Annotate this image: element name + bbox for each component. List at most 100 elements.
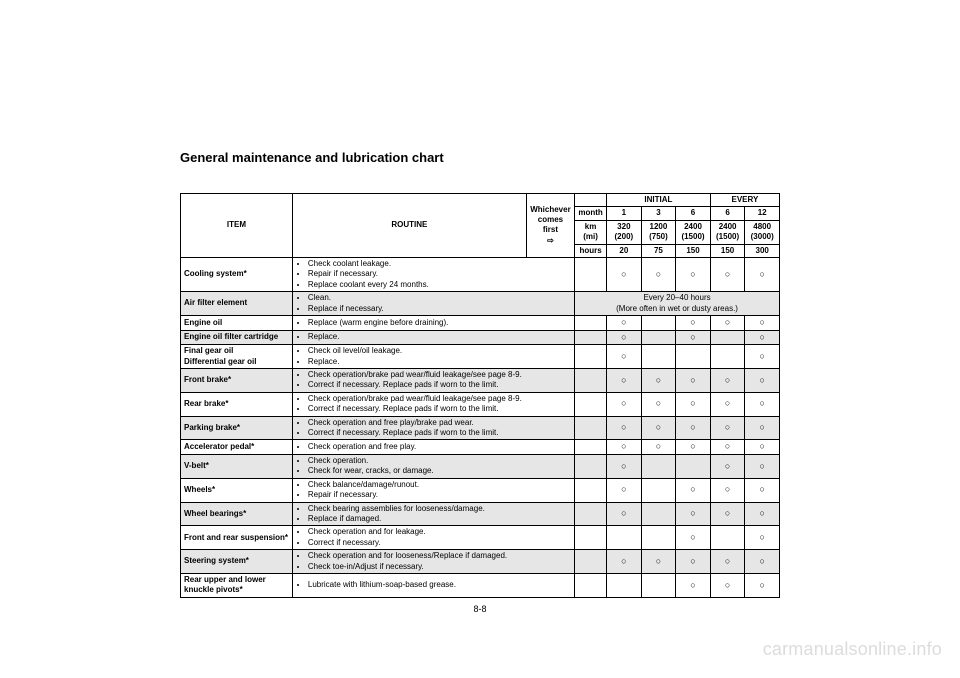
routine-item: Check toe-in/Adjust if necessary. [308, 562, 571, 572]
row-item: Rear brake* [181, 392, 293, 416]
mark-cell: ○ [676, 440, 711, 455]
mark-cell [641, 330, 676, 345]
row-routine: Check operation and free play. [292, 440, 574, 455]
row-item: Front brake* [181, 369, 293, 393]
mark-cell: ○ [745, 574, 780, 598]
mark-cell: ○ [676, 550, 711, 574]
mark-cell: ○ [710, 574, 745, 598]
mark-cell: ○ [641, 550, 676, 574]
header-spacer [575, 194, 607, 207]
row-blank [575, 478, 607, 502]
mark-cell: ○ [710, 392, 745, 416]
row-special-note: Every 20–40 hours (More often in wet or … [575, 292, 780, 316]
mark-cell [710, 526, 745, 550]
mark-cell: ○ [607, 440, 642, 455]
mark-cell: ○ [641, 416, 676, 440]
table-row: Steering system*Check operation and for … [181, 550, 780, 574]
routine-item: Check operation/brake pad wear/fluid lea… [308, 370, 571, 380]
routine-item: Check balance/damage/runout. [308, 480, 571, 490]
row-routine: Check operation/brake pad wear/fluid lea… [292, 392, 574, 416]
mark-cell: ○ [745, 416, 780, 440]
row-routine: Check balance/damage/runout.Repair if ne… [292, 478, 574, 502]
row-item: Parking brake* [181, 416, 293, 440]
row-routine: Check operation/brake pad wear/fluid lea… [292, 369, 574, 393]
mark-cell [641, 526, 676, 550]
row-blank [575, 550, 607, 574]
month-6b: 6 [710, 207, 745, 220]
mark-cell: ○ [607, 550, 642, 574]
mark-cell: ○ [745, 315, 780, 330]
row-item: Rear upper and lower knuckle pivots* [181, 574, 293, 598]
table-row: V-belt*Check operation.Check for wear, c… [181, 455, 780, 479]
routine-item: Correct if necessary. Replace pads if wo… [308, 428, 571, 438]
routine-item: Check operation and free play/brake pad … [308, 418, 571, 428]
month-1: 1 [607, 207, 642, 220]
mark-cell [641, 315, 676, 330]
col-initial: INITIAL [607, 194, 711, 207]
mark-cell: ○ [745, 550, 780, 574]
hours-2: 150 [676, 244, 711, 257]
km-1: 1200 (750) [641, 220, 676, 244]
mark-cell [710, 330, 745, 345]
table-header: ITEM ROUTINE Whichever comes first ⇨ INI… [181, 194, 780, 258]
mark-cell: ○ [710, 416, 745, 440]
row-routine: Check oil level/oil leakage.Replace. [292, 345, 574, 369]
km-0: 320 (200) [607, 220, 642, 244]
row-item: Air filter element [181, 292, 293, 316]
mark-cell: ○ [607, 502, 642, 526]
row-routine: Replace (warm engine before draining). [292, 315, 574, 330]
mark-cell: ○ [745, 440, 780, 455]
row-item: V-belt* [181, 455, 293, 479]
row-item: Cooling system* [181, 257, 293, 291]
routine-item: Replace. [308, 332, 571, 342]
mark-cell: ○ [676, 369, 711, 393]
whichever-arrow-icon: ⇨ [547, 236, 554, 245]
mark-cell [641, 455, 676, 479]
page-number: 8-8 [180, 604, 780, 614]
routine-item: Replace. [308, 357, 571, 367]
mark-cell [710, 345, 745, 369]
row-item: Final gear oil Differential gear oil [181, 345, 293, 369]
routine-item: Replace coolant every 24 months. [308, 280, 571, 290]
row-item: Steering system* [181, 550, 293, 574]
mark-cell: ○ [641, 257, 676, 291]
table-body: Cooling system*Check coolant leakage.Rep… [181, 257, 780, 597]
row-routine: Check operation and free play/brake pad … [292, 416, 574, 440]
mark-cell [641, 345, 676, 369]
row-item: Wheels* [181, 478, 293, 502]
routine-item: Correct if necessary. Replace pads if wo… [308, 404, 571, 414]
hours-4: 300 [745, 244, 780, 257]
mark-cell: ○ [641, 392, 676, 416]
row-item: Accelerator pedal* [181, 440, 293, 455]
mark-cell: ○ [607, 345, 642, 369]
row-km-label: km (mi) [575, 220, 607, 244]
row-routine: Check coolant leakage.Repair if necessar… [292, 257, 574, 291]
row-hours-label: hours [575, 244, 607, 257]
table-row: Rear upper and lower knuckle pivots*Lubr… [181, 574, 780, 598]
routine-item: Replace (warm engine before draining). [308, 318, 571, 328]
whichever-text: Whichever comes first [530, 205, 570, 235]
table-row: Engine oilReplace (warm engine before dr… [181, 315, 780, 330]
month-6a: 6 [676, 207, 711, 220]
row-blank [575, 345, 607, 369]
table-row: Engine oil filter cartridgeReplace.○○○ [181, 330, 780, 345]
table-row: Final gear oil Differential gear oilChec… [181, 345, 780, 369]
row-blank [575, 330, 607, 345]
routine-item: Correct if necessary. [308, 538, 571, 548]
row-routine: Check operation.Check for wear, cracks, … [292, 455, 574, 479]
month-3: 3 [641, 207, 676, 220]
mark-cell: ○ [607, 330, 642, 345]
mark-cell: ○ [641, 440, 676, 455]
table-row: Front brake* Check operation/brake pad we… [181, 369, 780, 393]
row-blank [575, 257, 607, 291]
mark-cell: ○ [745, 455, 780, 479]
routine-item: Check operation. [308, 456, 571, 466]
routine-item: Check operation and for leakage. [308, 527, 571, 537]
row-routine: Check operation and for leakage.Correct … [292, 526, 574, 550]
mark-cell: ○ [745, 502, 780, 526]
mark-cell: ○ [607, 315, 642, 330]
routine-item: Check oil level/oil leakage. [308, 346, 571, 356]
mark-cell [607, 526, 642, 550]
month-12: 12 [745, 207, 780, 220]
km-3: 2400 (1500) [710, 220, 745, 244]
